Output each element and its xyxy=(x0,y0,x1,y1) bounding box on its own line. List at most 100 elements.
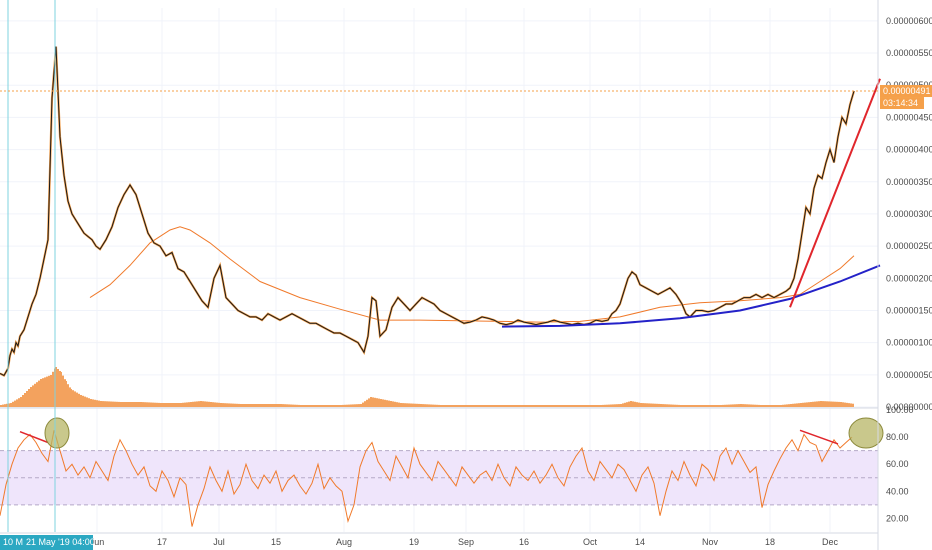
volume-bar xyxy=(742,404,744,407)
volume-bar xyxy=(470,405,472,407)
volume-bar xyxy=(366,399,368,407)
volume-bar xyxy=(624,402,626,407)
volume-bar xyxy=(732,404,734,407)
volume-bar xyxy=(766,405,768,407)
volume-bar xyxy=(684,405,686,407)
volume-bar xyxy=(460,405,462,407)
volume-bar xyxy=(608,404,610,407)
volume-bar xyxy=(744,404,746,407)
volume-bar xyxy=(476,405,478,407)
volume-bar xyxy=(190,402,192,407)
volume-bar xyxy=(228,403,230,407)
volume-bar xyxy=(798,403,800,407)
volume-bar xyxy=(428,404,430,407)
volume-bar xyxy=(824,401,826,407)
volume-bar xyxy=(330,405,332,407)
volume-bar xyxy=(26,391,28,407)
volume-bar xyxy=(498,405,500,407)
volume-bar xyxy=(10,403,12,407)
ma-line xyxy=(89,226,855,323)
rsi-series xyxy=(0,429,853,527)
volume-bar xyxy=(752,404,754,407)
volume-bar xyxy=(84,396,86,407)
volume-bar xyxy=(592,405,594,407)
volume-bar xyxy=(512,405,514,407)
volume-bar xyxy=(372,397,374,407)
volume-bar xyxy=(106,401,108,407)
volume-bar xyxy=(310,405,312,407)
volume-bar xyxy=(648,403,650,407)
volume-bar xyxy=(552,405,554,407)
volume-bar xyxy=(350,404,352,407)
volume-bar xyxy=(522,405,524,407)
volume-bar xyxy=(564,405,566,407)
volume-bar xyxy=(714,405,716,407)
volume-bar xyxy=(442,405,444,407)
date-tick-label: 18 xyxy=(765,537,775,547)
volume-bar xyxy=(568,405,570,407)
volume-bar xyxy=(778,405,780,407)
volume-bar xyxy=(492,405,494,407)
price-tick-label: 0.00000000 xyxy=(886,402,932,412)
volume-bar xyxy=(426,404,428,407)
volume-bar xyxy=(530,405,532,407)
volume-bar xyxy=(786,404,788,407)
volume-bar xyxy=(322,405,324,407)
volume-bar xyxy=(348,404,350,407)
volume-bar xyxy=(218,402,220,407)
volume-bar xyxy=(462,405,464,407)
countdown-label: 03:14:34 xyxy=(883,98,918,108)
volume-bar xyxy=(830,401,832,407)
volume-bar xyxy=(556,405,558,407)
volume-bar xyxy=(224,403,226,407)
volume-bar xyxy=(606,404,608,407)
volume-bar xyxy=(278,404,280,407)
volume-bar xyxy=(578,405,580,407)
volume-bar xyxy=(816,401,818,407)
volume-bar xyxy=(754,404,756,407)
volume-bar xyxy=(464,405,466,407)
volume-bar xyxy=(844,402,846,407)
volume-bar xyxy=(526,405,528,407)
volume-bar xyxy=(542,405,544,407)
volume-bar xyxy=(216,402,218,407)
volume-bar xyxy=(90,399,92,407)
volume-bar xyxy=(74,391,76,407)
volume-bar xyxy=(104,401,106,407)
volume-bar xyxy=(302,405,304,407)
volume-bar xyxy=(540,405,542,407)
date-tick-label: Nov xyxy=(702,537,719,547)
volume-bar xyxy=(688,405,690,407)
volume-bar xyxy=(292,404,294,407)
volume-bar xyxy=(422,404,424,407)
volume-bar xyxy=(46,376,48,407)
volume-bar xyxy=(548,405,550,407)
volume-bar xyxy=(632,401,634,407)
volume-bar xyxy=(722,404,724,407)
volume-bar xyxy=(672,404,674,407)
volume-bar xyxy=(690,405,692,407)
volume-bar xyxy=(412,403,414,407)
volume-bar xyxy=(240,404,242,407)
volume-bar xyxy=(184,402,186,407)
volume-bar xyxy=(712,405,714,407)
volume-bar xyxy=(670,404,672,407)
volume-bar xyxy=(50,375,52,407)
volume-bar xyxy=(812,401,814,407)
rsi-band xyxy=(0,450,878,506)
volume-bar xyxy=(57,369,59,407)
volume-bar xyxy=(146,402,148,407)
volume-bar xyxy=(160,403,162,407)
volume-bar xyxy=(494,405,496,407)
price-tick-label: 0.00000350 xyxy=(886,177,932,187)
volume-bar xyxy=(286,404,288,407)
volume-bar xyxy=(822,401,824,407)
date-tick-label: 17 xyxy=(157,537,167,547)
volume-bar xyxy=(486,405,488,407)
volume-bar xyxy=(394,401,396,407)
volume-bar xyxy=(138,402,140,407)
volume-bar xyxy=(374,397,376,407)
volume-bar xyxy=(196,401,198,407)
volume-bar xyxy=(692,405,694,407)
